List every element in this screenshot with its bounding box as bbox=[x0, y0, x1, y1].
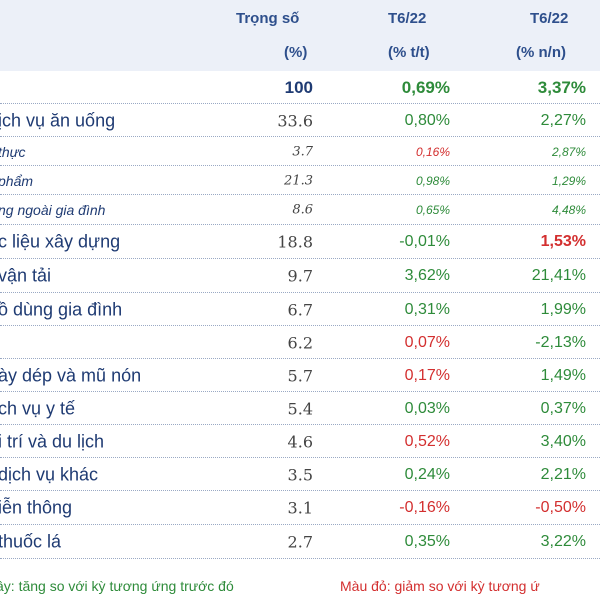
header-weight: Trọng số bbox=[236, 10, 300, 27]
weight-value: 100 bbox=[284, 77, 313, 97]
yoy-value: 1,53% bbox=[540, 233, 586, 250]
table-row: ày dép và mũ nón 5.7 0,17% 1,49% bbox=[0, 359, 600, 392]
row-label: phẩm bbox=[0, 172, 34, 189]
table-row: thuốc lá 2.7 0,35% 3,22% bbox=[0, 525, 600, 559]
row-divider bbox=[0, 358, 600, 359]
yoy-value: 4,48% bbox=[551, 203, 586, 217]
row-label: vận tải bbox=[0, 265, 52, 286]
table-row: c liệu xây dựng 18.8 -0,01% 1,53% bbox=[0, 225, 600, 259]
weight-value: 3.5 bbox=[287, 465, 313, 484]
row-divider bbox=[0, 558, 600, 559]
table-row: ng ngoài gia đình 8.6 0,65% 4,48% bbox=[0, 195, 600, 225]
row-divider bbox=[0, 391, 600, 392]
weight-value: 2.7 bbox=[287, 532, 313, 552]
table-header: Trọng số T6/22 T6/22 (%) (% t/t) (% n/n) bbox=[0, 0, 600, 71]
mom-value: 0,80% bbox=[404, 111, 450, 129]
header-mom: T6/22 bbox=[388, 10, 427, 27]
weight-value: 3.1 bbox=[287, 498, 313, 518]
table-row: dịch vụ khác 3.5 0,24% 2,21% bbox=[0, 458, 600, 491]
row-divider bbox=[0, 194, 600, 195]
yoy-value: 2,27% bbox=[540, 111, 586, 129]
weight-value: 9.7 bbox=[287, 266, 313, 286]
mom-value: 3,62% bbox=[404, 267, 450, 284]
table-row: ồ dùng gia đình 6.7 0,31% 1,99% bbox=[0, 293, 600, 326]
row-divider bbox=[0, 165, 600, 166]
weight-value: 4.6 bbox=[287, 432, 313, 451]
yoy-value: 3,37% bbox=[537, 77, 586, 97]
mom-value: 0,03% bbox=[404, 399, 450, 417]
yoy-value: 3,40% bbox=[540, 432, 586, 450]
row-divider bbox=[0, 424, 600, 425]
row-label: dịch vụ khác bbox=[0, 464, 99, 484]
table-row: 6.2 0,07% -2,13% bbox=[0, 326, 600, 359]
yoy-value: 1,99% bbox=[540, 300, 586, 318]
row-label: ng ngoài gia đình bbox=[0, 202, 106, 218]
row-label: ịch vụ ăn uống bbox=[0, 110, 116, 130]
row-label: thực bbox=[0, 143, 26, 160]
yoy-value: 1,49% bbox=[540, 366, 586, 384]
yoy-value: 1,29% bbox=[551, 173, 586, 188]
row-label: ch vụ y tế bbox=[0, 398, 76, 418]
mom-value: 0,16% bbox=[415, 144, 450, 159]
row-label: ồ dùng gia đình bbox=[0, 299, 123, 319]
header-weight-unit: (%) bbox=[284, 44, 308, 61]
header-yoy: T6/22 bbox=[530, 10, 569, 27]
yoy-value: 3,22% bbox=[540, 533, 586, 550]
row-divider bbox=[0, 103, 600, 104]
weight-value: 5.4 bbox=[287, 399, 313, 418]
weight-value: 6.2 bbox=[287, 333, 313, 352]
yoy-value: 21,41% bbox=[531, 267, 586, 284]
row-divider bbox=[0, 258, 600, 259]
table-row: ịch vụ ăn uống 33.6 0,80% 2,27% bbox=[0, 104, 600, 137]
mom-value: 0,31% bbox=[404, 300, 450, 318]
mom-value: -0,01% bbox=[399, 233, 450, 250]
table-row: iễn thông 3.1 -0,16% -0,50% bbox=[0, 491, 600, 525]
yoy-value: 0,37% bbox=[540, 399, 586, 417]
weight-value: 18.8 bbox=[277, 232, 313, 252]
row-label: i trí và du lịch bbox=[0, 431, 105, 451]
mom-value: 0,65% bbox=[415, 203, 450, 217]
table-row: i trí và du lịch 4.6 0,52% 3,40% bbox=[0, 425, 600, 458]
row-label: iễn thông bbox=[0, 497, 73, 518]
legend-increase: ây: tăng so với kỳ tương ứng trước đó bbox=[0, 578, 234, 594]
table-row: ch vụ y tế 5.4 0,03% 0,37% bbox=[0, 392, 600, 425]
yoy-value: -0,50% bbox=[535, 499, 586, 516]
table-row: thực 3.7 0,16% 2,87% bbox=[0, 137, 600, 166]
row-divider bbox=[0, 224, 600, 225]
row-label: c liệu xây dựng bbox=[0, 231, 121, 252]
yoy-value: -2,13% bbox=[535, 333, 586, 351]
yoy-value: 2,21% bbox=[540, 465, 586, 483]
row-label: ày dép và mũ nón bbox=[0, 365, 142, 385]
mom-value: 0,24% bbox=[404, 465, 450, 483]
yoy-value: 2,87% bbox=[551, 144, 586, 159]
table-row: phẩm 21.3 0,98% 1,29% bbox=[0, 166, 600, 195]
row-divider bbox=[0, 490, 600, 491]
mom-value: 0,35% bbox=[404, 533, 450, 550]
mom-value: 0,52% bbox=[404, 432, 450, 450]
mom-value: -0,16% bbox=[399, 499, 450, 516]
weight-value: 6.7 bbox=[287, 300, 313, 319]
weight-value: 8.6 bbox=[292, 202, 313, 218]
legend-decrease: Màu đỏ: giảm so với kỳ tương ứ bbox=[340, 578, 540, 594]
mom-value: 0,69% bbox=[401, 77, 450, 97]
weight-value: 3.7 bbox=[292, 144, 313, 159]
row-divider bbox=[0, 457, 600, 458]
weight-value: 21.3 bbox=[284, 173, 313, 188]
mom-value: 0,07% bbox=[404, 333, 450, 351]
row-divider bbox=[0, 325, 600, 326]
header-mom-unit: (% t/t) bbox=[388, 44, 430, 61]
mom-value: 0,98% bbox=[415, 173, 450, 188]
row-divider bbox=[0, 524, 600, 525]
row-label: thuốc lá bbox=[0, 531, 62, 552]
row-divider bbox=[0, 136, 600, 137]
header-yoy-unit: (% n/n) bbox=[516, 44, 566, 61]
row-divider bbox=[0, 292, 600, 293]
weight-value: 33.6 bbox=[277, 111, 313, 130]
table-row: vận tải 9.7 3,62% 21,41% bbox=[0, 259, 600, 293]
mom-value: 0,17% bbox=[404, 366, 450, 384]
weight-value: 5.7 bbox=[287, 366, 313, 385]
table-row-total: 100 0,69% 3,37% bbox=[0, 71, 600, 104]
